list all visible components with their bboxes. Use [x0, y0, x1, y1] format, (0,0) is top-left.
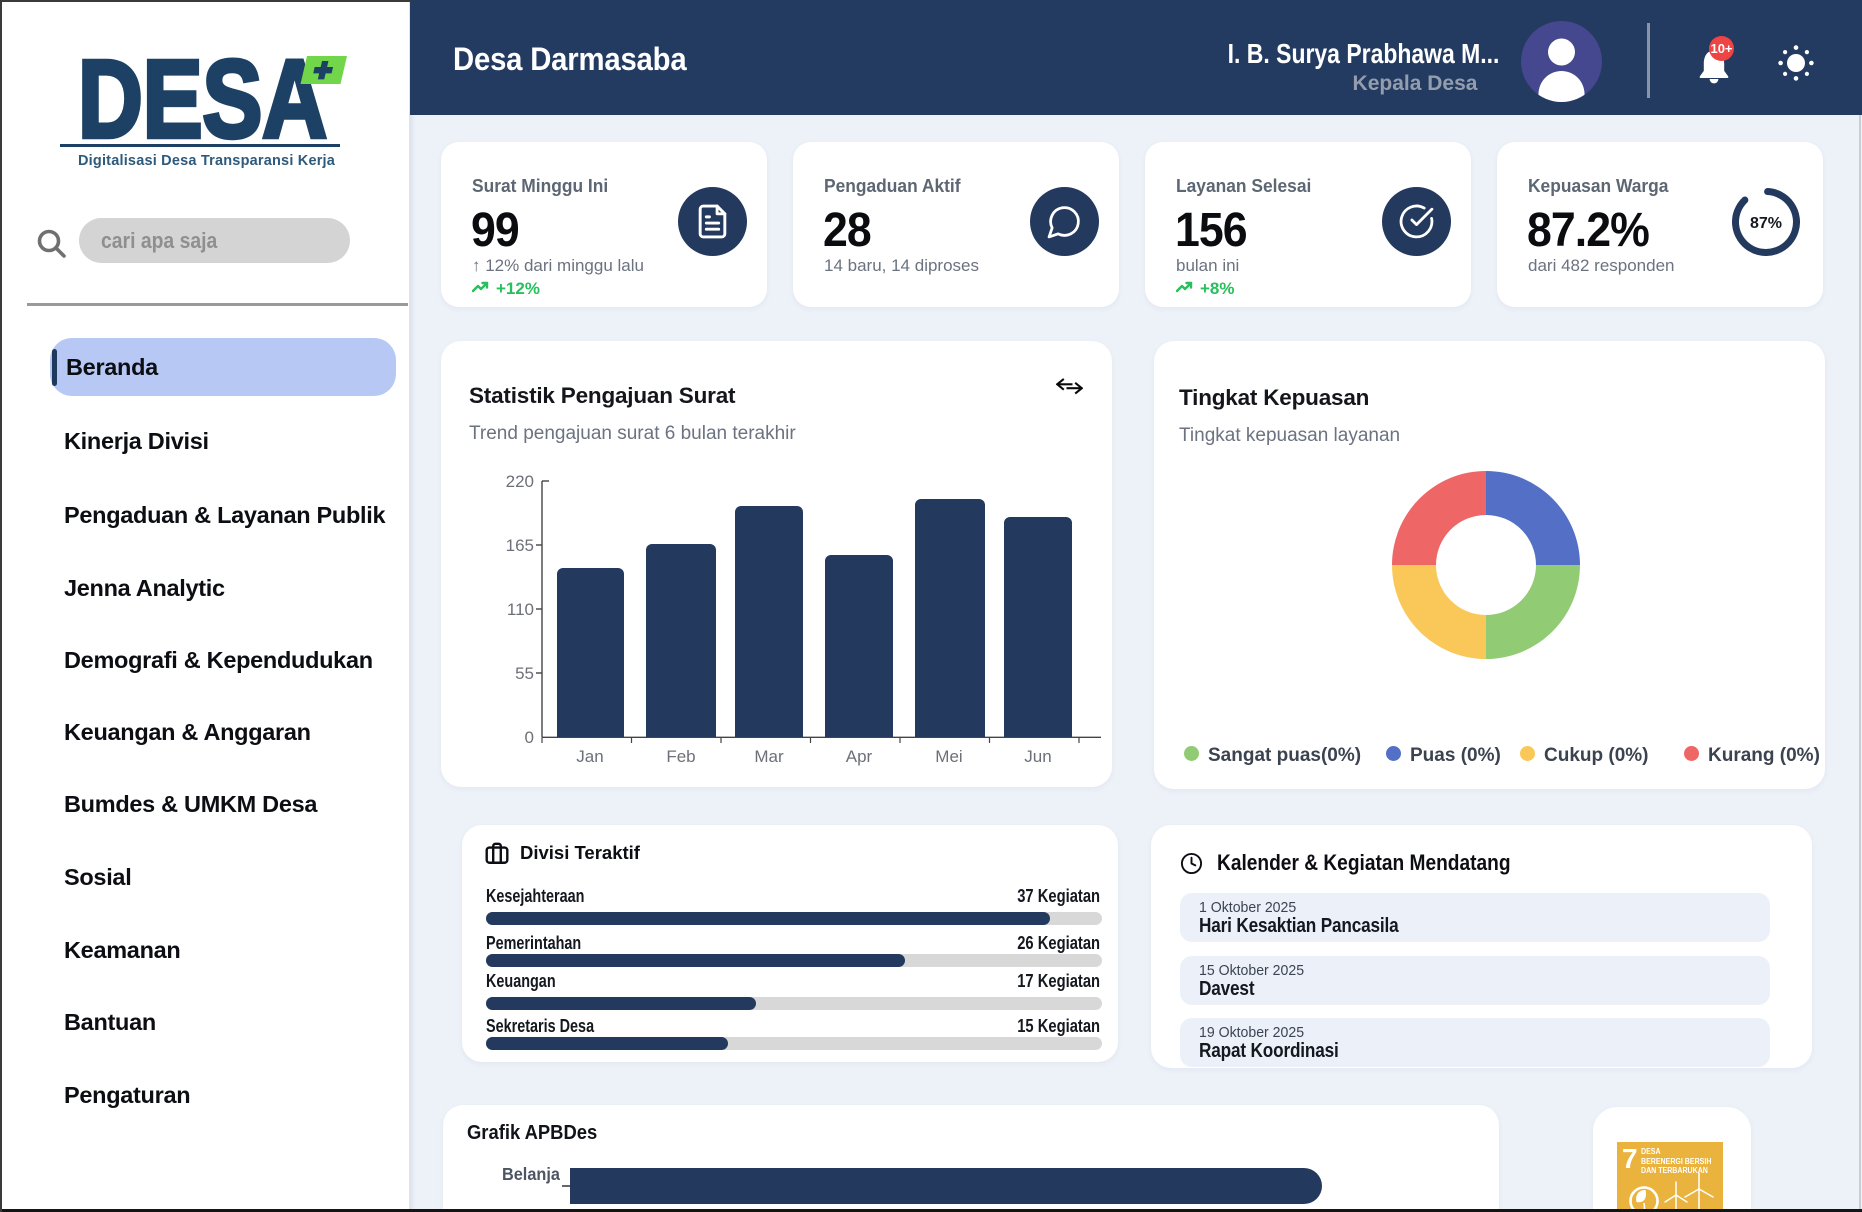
svg-text:Mei: Mei — [935, 747, 962, 766]
svg-text:Mar: Mar — [754, 747, 784, 766]
svg-text:55: 55 — [515, 664, 534, 683]
svg-text:Jun: Jun — [1024, 747, 1051, 766]
svg-text:110: 110 — [507, 600, 534, 619]
svg-text:220: 220 — [506, 472, 534, 491]
svg-text:165: 165 — [506, 536, 534, 555]
svg-text:87%: 87% — [1750, 215, 1782, 232]
svg-text:0: 0 — [525, 728, 534, 747]
svg-text:Jan: Jan — [576, 747, 603, 766]
svg-text:DESA: DESA — [78, 50, 327, 145]
svg-text:Feb: Feb — [666, 747, 695, 766]
svg-text:Apr: Apr — [846, 747, 873, 766]
